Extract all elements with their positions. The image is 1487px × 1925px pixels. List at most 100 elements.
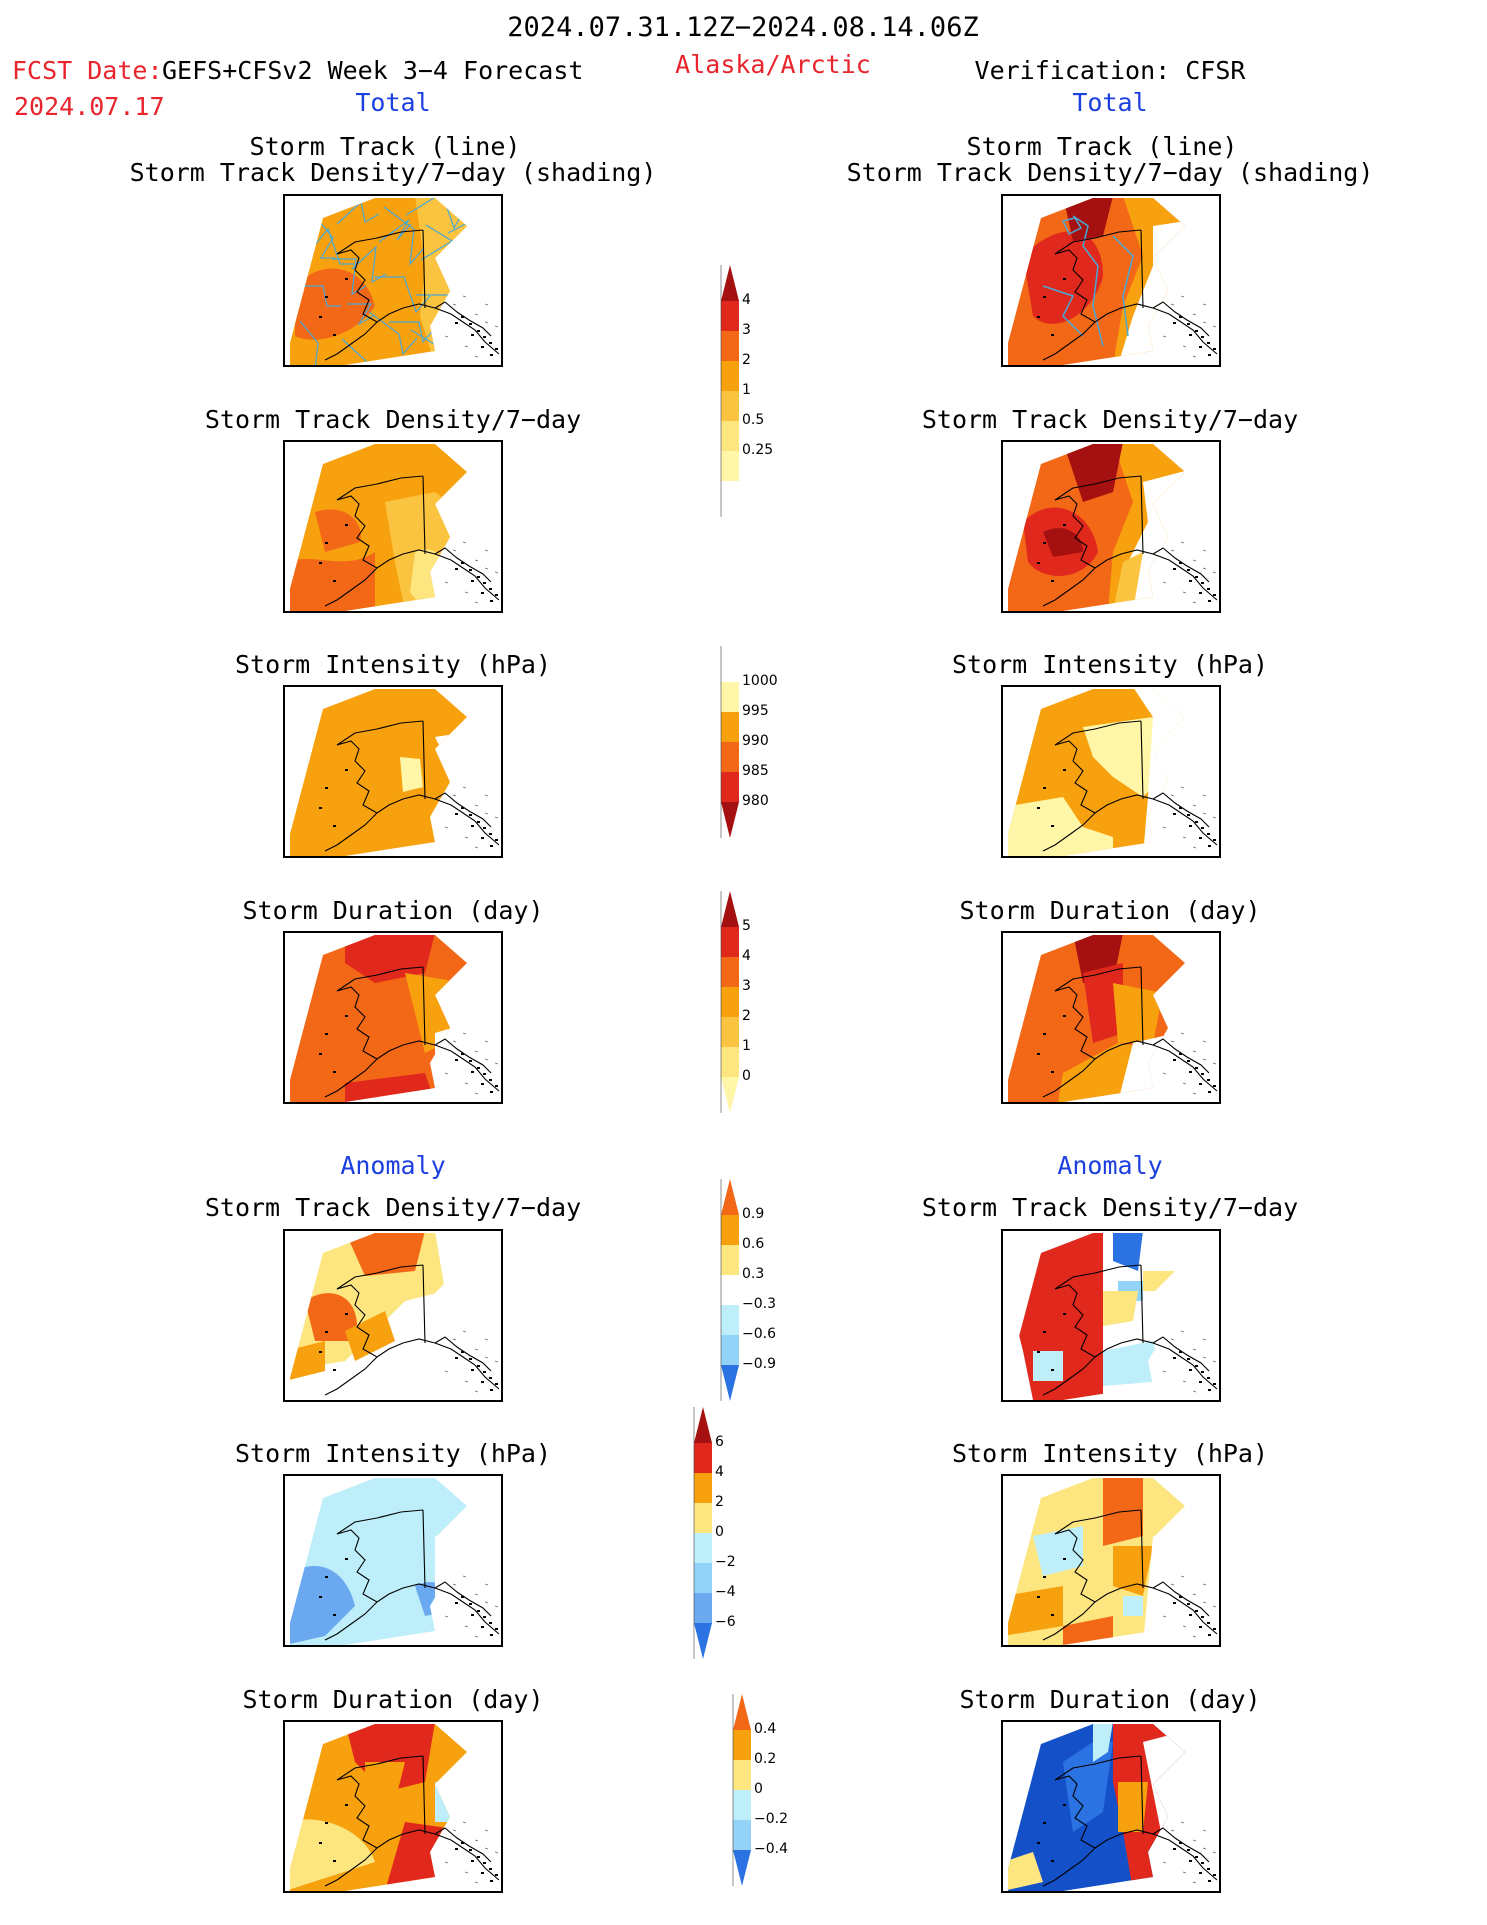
map-left-track [283,194,503,367]
shading-region [365,1762,405,1802]
left-anomaly-label: Anomaly [340,1151,446,1180]
colorbar-segment [721,682,739,712]
colorbar-tick-label: 3 [742,322,751,338]
storm-track-line [332,258,367,296]
coast-islands [1037,524,1216,602]
graticule-ticks [444,295,499,358]
fcst-model: GEFS+CFSv2 Week 3−4 Forecast [162,56,584,85]
coast-islands [319,769,498,847]
left-track-shading-title: Storm Track Density/7−day (shading) [129,158,657,187]
colorbar-segment [721,1335,739,1365]
colorbar-tick-label: 4 [742,948,751,964]
colorbar-segment [721,712,739,742]
alaska-coastline [1042,966,1218,1098]
colorbar-segment [694,1533,712,1563]
colorbar-segment [733,1790,751,1820]
shading-region [1043,528,1083,557]
colorbar-duration_anomaly [732,1694,751,1886]
colorbar-segment [733,1694,751,1730]
right-duration-title: Storm Duration (day) [959,896,1261,925]
coast-islands [319,1558,498,1636]
colorbar-segment [721,1305,739,1335]
shading-region [1123,1596,1143,1616]
colorbar-tick-label: 0.2 [754,1751,777,1767]
shading-region [1113,552,1143,611]
colorbar-segment [721,1215,739,1245]
graticule-ticks [1162,1330,1217,1393]
colorbar-segment [694,1473,712,1503]
map-left-track-svg [290,198,500,365]
map-left-intensity [283,685,503,858]
colorbar-segment [721,1047,739,1077]
alaska-coastline [324,229,500,361]
map-left-anom-intensity-svg [290,1478,500,1645]
shading-region [1103,1478,1143,1546]
storm-track-lines [1042,215,1134,347]
colorbar-density-total: 4 3 2 1 0.5 0.25 [720,264,773,522]
shading-region [345,1311,395,1361]
colorbar-segment [694,1407,712,1443]
storm-track-line [425,224,467,284]
map-right-anom-duration [1001,1720,1221,1893]
colorbar-segment [721,391,739,421]
colorbar-segment [721,361,739,391]
colorbar-tick-label: 1 [742,1038,751,1054]
map-right-duration [1001,931,1221,1104]
storm-track-line [383,206,425,266]
colorbar-tick-label: 990 [742,733,769,749]
shading-region [1103,1341,1163,1386]
map-right-track-svg [1008,198,1218,365]
storm-track-line [351,245,387,284]
graticule-ticks [444,786,499,849]
colorbar-tick-label: 2 [742,352,751,368]
shading-region [410,549,451,611]
graticule-ticks [444,1032,499,1095]
colorbar-intensity-anomaly: 6 4 2 0 −2 −4 −6 [693,1406,736,1664]
shading-region [290,1566,355,1645]
shading-layer [290,198,467,365]
graticule-ticks [1162,1821,1217,1884]
colorbar-tick-label: 6 [715,1434,724,1450]
coast-islands [319,278,498,356]
colorbar-tick-label: 2 [715,1494,724,1510]
shading-layer [1008,1478,1185,1645]
shading-layer [290,1478,467,1645]
shading-region [1113,983,1163,1043]
shading-region [1143,1271,1183,1291]
graticule-ticks [444,1330,499,1393]
alaska-coastline [1042,1755,1218,1887]
colorbar-segment [721,891,739,927]
map-right-anom-density-svg [1008,1233,1218,1400]
colorbar-tick-label: 5 [742,918,751,934]
graticule-ticks [1162,295,1217,358]
storm-track-line [299,320,328,365]
colorbar-tick-label: 0.4 [754,1721,777,1737]
map-left-anom-density [283,1229,503,1402]
colorbar-segment [721,646,739,682]
shading-region [1113,1233,1143,1271]
map-left-anom-density-svg [290,1233,500,1400]
colorbar-intensity-total: 1000 995 990 985 980 [720,645,778,843]
colorbar-tick-label: 995 [742,703,769,719]
colorbar-tick-label: −2 [715,1554,736,1570]
colorbar-segment [721,772,739,802]
right-anom-intensity-title: Storm Intensity (hPa) [951,1439,1269,1468]
colorbar-segment [721,1275,739,1305]
shading-region [345,1233,425,1276]
colorbar-segment [721,802,739,838]
shading-region [315,509,361,552]
colorbar-intensity_total [720,646,739,838]
storm-track-line [368,311,418,356]
shading-region [1063,1742,1113,1832]
shading-region [435,1782,467,1822]
map-left-anom-duration-svg [290,1724,500,1891]
shading-region [1063,198,1113,241]
shading-layer [1008,935,1185,1102]
right-total-label: Total [1072,88,1148,117]
coast-islands [319,1313,498,1391]
colorbar-segment [721,1365,739,1401]
shading-layer [290,1233,467,1400]
storm-track-line [1042,285,1084,337]
shading-region [1008,1586,1063,1636]
left-duration-title: Storm Duration (day) [242,896,544,925]
